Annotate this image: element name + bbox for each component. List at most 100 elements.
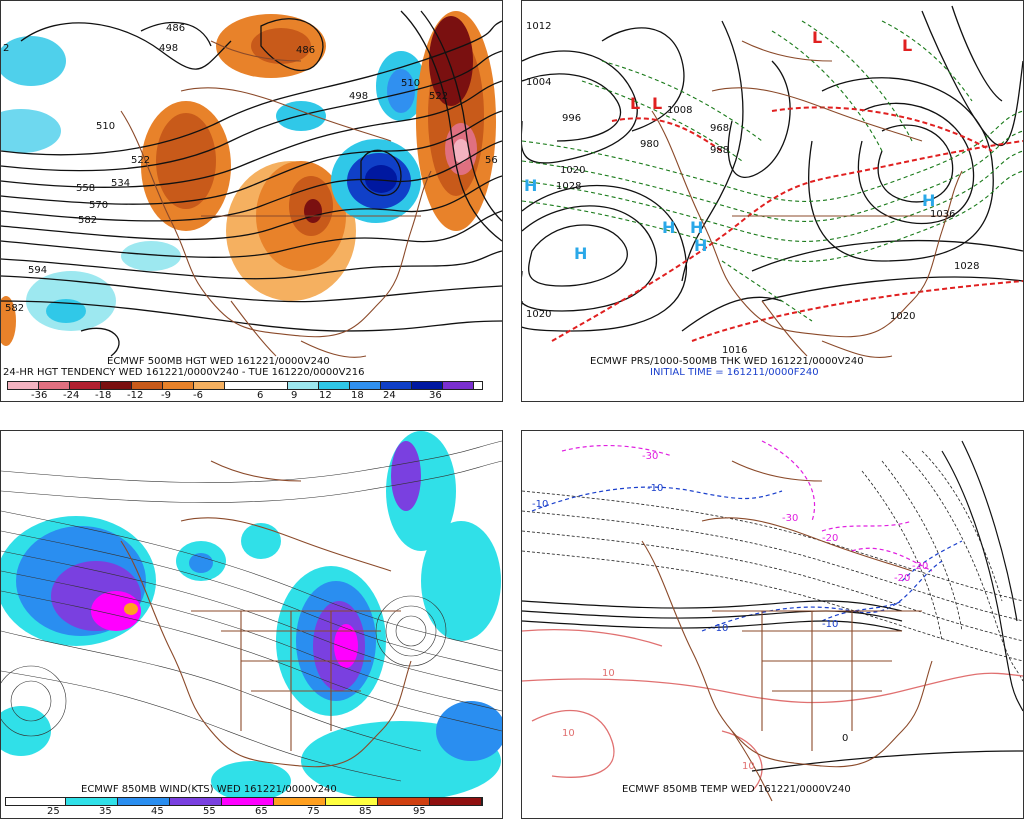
- colorbar-label: 95: [413, 806, 426, 817]
- isotherms-solid: [522, 440, 1023, 772]
- colorbar-swatch: [101, 382, 132, 389]
- high-center: H: [574, 244, 587, 263]
- height-contour-labels: 486 498 486 510 522 498 510 522 534 558 …: [3, 23, 498, 314]
- high-center: H: [694, 236, 707, 255]
- isobar-label: 1008: [667, 105, 692, 116]
- isobar-label: 1028: [954, 261, 979, 272]
- isobar-label: 1028: [556, 181, 581, 192]
- low-center: L: [812, 28, 822, 47]
- isobar-label: 1012: [526, 21, 551, 32]
- isobar-label: 968: [710, 123, 729, 134]
- isotherms-red: [522, 629, 1023, 792]
- panel-caption: ECMWF 500MB HGT WED 161221/0000V240: [107, 356, 330, 367]
- panel-850mb-wind: ECMWF 850MB WIND(KTS) WED 161221/0000V24…: [0, 430, 503, 819]
- isobar-label: 988: [710, 145, 729, 156]
- colorbar-swatch: [274, 798, 326, 805]
- thickness-lines-green: [522, 20, 1023, 322]
- panel-subcaption: 24-HR HGT TENDENCY WED 161221/0000V240 -…: [3, 367, 365, 378]
- colorbar-swatch: [170, 798, 222, 805]
- panel-caption: ECMWF 850MB TEMP WED 161221/0000V240: [622, 784, 851, 795]
- colorbar-swatch: [39, 382, 70, 389]
- colorbar-label: 24: [383, 390, 396, 401]
- colorbar-swatch: [222, 798, 274, 805]
- colorbar-label: -24: [63, 390, 80, 401]
- panel-500mb-height: 486 498 486 510 522 498 510 522 534 558 …: [0, 0, 503, 402]
- isobar-label: 1004: [526, 77, 551, 88]
- streamlines: [1, 440, 502, 782]
- colorbar-swatch: [132, 382, 163, 389]
- contour-label: 498: [349, 91, 368, 102]
- isobar-labels: 1012 1004 996 1028 1020 1020 1036 1028 1…: [526, 21, 979, 356]
- isotherm-labels: -10 -10 -10 -20 -20 -20 -30 -30 -10 10 1…: [532, 451, 928, 772]
- isotherm-label: 0: [842, 733, 848, 744]
- high-center: H: [922, 191, 935, 210]
- contour-label: 56: [485, 155, 498, 166]
- colorbar-label: -18: [95, 390, 112, 401]
- colorbar-label: 85: [359, 806, 372, 817]
- colorbar-swatch: [118, 798, 170, 805]
- geography-outlines: [120, 460, 412, 768]
- isotherm-label: -30: [642, 451, 658, 462]
- wind-colorbar: [5, 797, 483, 806]
- pressure-centers: L L L L H H H H H H: [524, 28, 935, 263]
- contour-label: 486: [296, 45, 315, 56]
- isotherm-label: -20: [912, 561, 928, 572]
- colorbar-label: 75: [307, 806, 320, 817]
- isotherm-label: 10: [742, 761, 755, 772]
- isotherm-label: 10: [562, 728, 575, 739]
- colorbar-swatch: [288, 382, 319, 389]
- isobars: [522, 5, 1023, 332]
- panel-850mb-temperature: -10 -10 -10 -20 -20 -20 -30 -30 -10 10 1…: [521, 430, 1024, 819]
- contour-label: 534: [111, 178, 130, 189]
- isobar-label: 1020: [890, 311, 915, 322]
- contour-label: 558: [76, 183, 95, 194]
- isotherms-dashed: [522, 450, 1023, 682]
- wind-speed-fills: [1, 431, 502, 801]
- thickness-540-line: [551, 106, 1023, 342]
- geography-outlines: [651, 40, 963, 359]
- panel-caption: ECMWF PRS/1000-500MB THK WED 161221/0000…: [590, 356, 864, 367]
- isotherm-label: -10: [532, 499, 548, 510]
- colorbar-swatch: [319, 382, 350, 389]
- isobar-label: 996: [562, 113, 581, 124]
- colorbar-swatch: [8, 382, 39, 389]
- contour-label: 2: [3, 43, 9, 54]
- colorbar-label: -6: [193, 390, 203, 401]
- high-center: H: [690, 218, 703, 237]
- colorbar-label: -9: [161, 390, 171, 401]
- colorbar-label: -12: [127, 390, 144, 401]
- isotherms-blue: [531, 486, 963, 632]
- isotherm-label: -10: [712, 623, 728, 634]
- contour-label: 510: [401, 78, 420, 89]
- geography-outlines: [120, 40, 432, 358]
- map-pressure-thickness: L L L L H H H H H H 1012 1004 996 1028 1…: [522, 5, 1023, 359]
- isotherms-magenta: [561, 440, 933, 572]
- high-center: H: [524, 176, 537, 195]
- height-contours: [1, 10, 502, 357]
- low-center: L: [630, 94, 640, 113]
- isotherm-label: -10: [822, 619, 838, 630]
- contour-label: 486: [166, 23, 185, 34]
- colorbar-label: 9: [291, 390, 298, 401]
- contour-label: 570: [89, 200, 108, 211]
- colorbar-swatch: [163, 382, 194, 389]
- colorbar-swatch: [381, 382, 412, 389]
- isobar-label: 980: [640, 139, 659, 150]
- isotherm-label: -10: [647, 483, 663, 494]
- contour-label: 522: [429, 91, 448, 102]
- panel-caption: ECMWF 850MB WIND(KTS) WED 161221/0000V24…: [81, 784, 337, 795]
- map-850mb-temperature: -10 -10 -10 -20 -20 -20 -30 -30 -10 10 1…: [522, 440, 1023, 802]
- isobar-label: 1036: [930, 209, 955, 220]
- panel-pressure-thickness: L L L L H H H H H H 1012 1004 996 1028 1…: [521, 0, 1024, 402]
- colorbar-label: 18: [351, 390, 364, 401]
- colorbar-label: -36: [31, 390, 48, 401]
- isotherm-label: 10: [602, 668, 615, 679]
- contour-label: 582: [5, 303, 24, 314]
- colorbar-swatch: [70, 382, 101, 389]
- contour-label: 522: [131, 155, 150, 166]
- high-center: H: [662, 218, 675, 237]
- map-850mb-wind: [1, 431, 502, 801]
- isobar-label: 1016: [722, 345, 747, 356]
- colorbar-label: 55: [203, 806, 216, 817]
- initial-time-label: INITIAL TIME = 161211/0000F240: [650, 367, 819, 378]
